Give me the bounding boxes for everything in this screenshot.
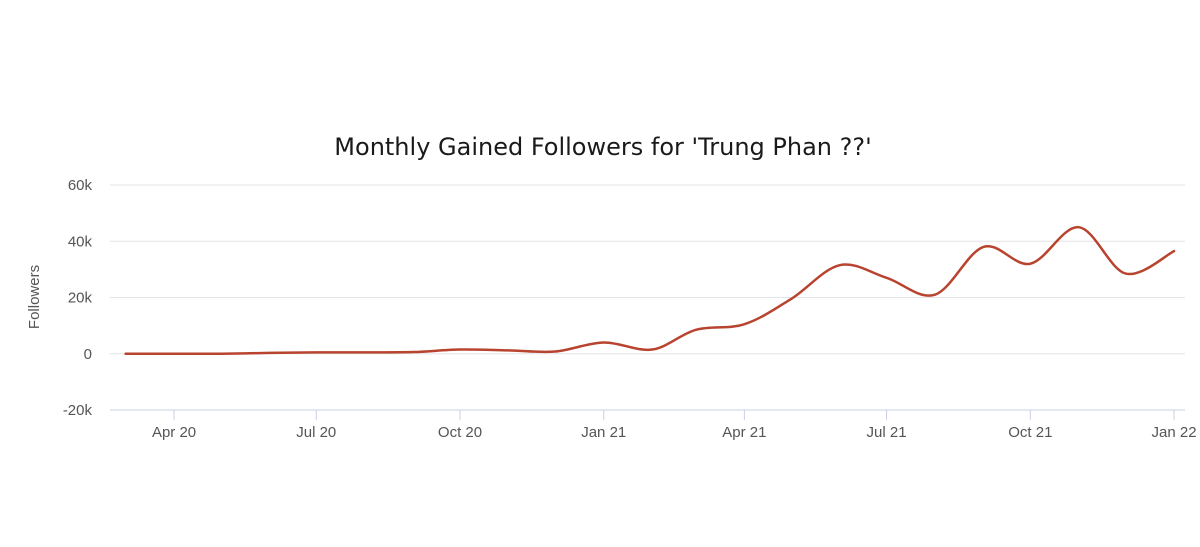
data-point xyxy=(837,262,843,268)
y-tick-label: -20k xyxy=(63,402,93,419)
x-tick-label: Jan 21 xyxy=(581,424,626,441)
data-point xyxy=(171,351,177,357)
data-point xyxy=(693,327,699,333)
data-point xyxy=(123,351,129,357)
data-point xyxy=(980,244,986,250)
data-point xyxy=(552,349,558,355)
data-point xyxy=(601,340,607,346)
x-tick-label: Apr 21 xyxy=(722,424,766,441)
y-tick-label: 40k xyxy=(68,233,93,250)
data-point xyxy=(1076,224,1082,230)
y-tick-label: 20k xyxy=(68,290,93,307)
data-point xyxy=(1027,261,1033,267)
data-point xyxy=(218,351,224,357)
data-point xyxy=(362,349,368,355)
y-axis-label: Followers xyxy=(26,265,43,329)
data-point xyxy=(884,275,890,281)
gridlines xyxy=(110,184,1185,355)
x-tick-label: Jan 22 xyxy=(1152,424,1197,441)
x-tick-label: Oct 21 xyxy=(1008,424,1052,441)
data-point xyxy=(932,292,938,298)
data-point xyxy=(1171,248,1177,254)
data-point xyxy=(741,321,747,327)
data-point xyxy=(410,349,416,355)
y-tick-label: 60k xyxy=(68,177,93,194)
x-tick-label: Apr 20 xyxy=(152,424,196,441)
data-point xyxy=(1123,271,1129,277)
series-layer xyxy=(123,224,1177,357)
followers-series-line xyxy=(124,225,1176,356)
axes: 60k 40k 20k 0 -20k Apr 20 Jul 20 Oct 20 Jan 21 Ap… xyxy=(63,177,1197,441)
data-point xyxy=(266,350,272,356)
data-point xyxy=(505,347,511,353)
data-point xyxy=(649,347,655,353)
data-point xyxy=(313,349,319,355)
chart-title: Monthly Gained Followers for 'Trung Phan… xyxy=(334,133,871,161)
x-tick-label: Jul 20 xyxy=(296,424,336,441)
data-point xyxy=(788,296,794,302)
y-tick-label: 0 xyxy=(84,346,92,363)
data-point xyxy=(457,347,463,353)
x-tick-label: Oct 20 xyxy=(438,424,482,441)
x-tick-label: Jul 21 xyxy=(867,424,907,441)
